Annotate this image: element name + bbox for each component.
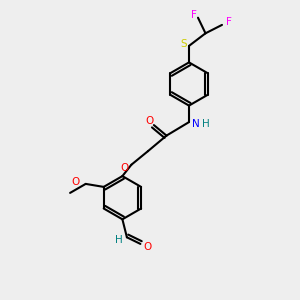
Text: F: F [191, 10, 197, 20]
Text: N: N [192, 118, 200, 129]
Text: O: O [71, 177, 79, 188]
Text: S: S [180, 39, 187, 50]
Text: F: F [226, 17, 232, 27]
Text: O: O [143, 242, 151, 252]
Text: O: O [145, 116, 153, 126]
Text: H: H [115, 235, 122, 245]
Text: H: H [202, 118, 209, 129]
Text: O: O [121, 163, 129, 173]
